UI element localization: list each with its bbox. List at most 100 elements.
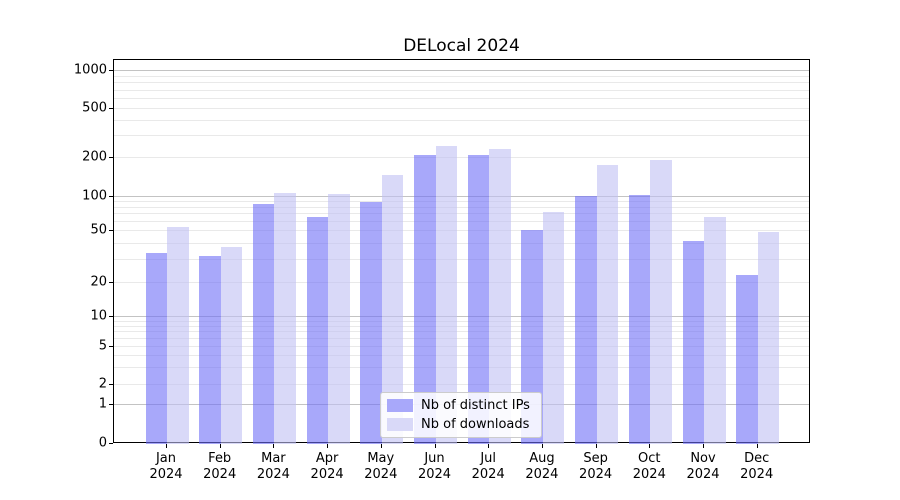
gridline-2 (114, 384, 809, 385)
y-tick-mark-5 (109, 346, 113, 347)
y-axis-label-200: 200 (82, 149, 107, 165)
gridline-300 (114, 135, 809, 137)
gridline-9 (114, 320, 809, 322)
x-tick-mark-jun (434, 444, 436, 448)
y-axis-label-500: 500 (82, 100, 107, 116)
gridline-200 (114, 157, 809, 158)
x-tick-mark-jan (166, 444, 167, 448)
y-axis-label-1: 1 (98, 396, 107, 412)
gridline-900 (114, 75, 809, 77)
bar-downloads-aug (542, 211, 565, 444)
y-tick-mark-1000 (109, 70, 113, 71)
legend-label-downloads: Nb of downloads (421, 417, 530, 432)
y-tick-mark-50 (109, 230, 113, 231)
x-tick-mark-dec (756, 444, 758, 448)
y-axis-label-2: 2 (98, 376, 107, 392)
bar-downloads-oct (650, 160, 672, 444)
x-tick-mark-oct (649, 444, 651, 448)
legend-item-downloads: Nb of downloads (387, 417, 535, 432)
gridline-60 (114, 221, 809, 223)
y-tick-mark-200 (109, 157, 113, 158)
y-axis-label-1000: 1000 (73, 62, 107, 78)
gridline-500 (114, 108, 809, 109)
x-axis-label-feb: Feb 2024 (203, 451, 237, 482)
bar-distinct-ips-feb (199, 256, 221, 444)
y-tick-mark-10 (109, 316, 113, 317)
bar-distinct-ips-apr (306, 217, 329, 444)
bar-downloads-dec (757, 232, 780, 444)
x-tick-mark-apr (327, 444, 329, 448)
x-axis-label-sep: Sep 2024 (579, 451, 613, 482)
bar-downloads-mar (274, 192, 296, 444)
gridline-700 (114, 89, 809, 91)
x-tick-mark-may (380, 444, 382, 448)
gridline-7 (114, 331, 809, 333)
gridline-8 (114, 325, 809, 327)
legend-label-distinct-ips: Nb of distinct IPs (421, 398, 530, 413)
bar-distinct-ips-nov (682, 240, 704, 444)
bar-distinct-ips-sep (575, 195, 597, 444)
bar-downloads-jan (167, 227, 189, 444)
gridline-20 (114, 282, 809, 283)
x-tick-mark-nov (703, 444, 704, 448)
gridline-100 (114, 196, 809, 197)
y-axis-label-100: 100 (82, 188, 107, 204)
x-axis-label-nov: Nov 2024 (686, 451, 720, 482)
y-axis-label-0: 0 (98, 435, 107, 451)
x-tick-mark-jul (488, 444, 490, 448)
x-tick-mark-mar (273, 444, 275, 448)
y-tick-mark-20 (109, 282, 113, 283)
plot-area (113, 59, 810, 444)
gridline-6 (114, 338, 809, 340)
gridline-70 (114, 213, 809, 215)
legend-swatch-downloads (387, 418, 413, 431)
bar-downloads-jun (435, 146, 457, 444)
y-tick-mark-1 (109, 404, 113, 405)
gridline-10 (114, 316, 809, 317)
gridline-400 (114, 119, 809, 121)
bar-downloads-nov (704, 217, 726, 444)
x-tick-mark-sep (595, 444, 597, 448)
bar-distinct-ips-jan (145, 252, 167, 444)
y-axis-label-5: 5 (98, 338, 107, 354)
x-axis-label-apr: Apr 2024 (310, 451, 344, 482)
bar-downloads-apr (328, 193, 350, 444)
bar-distinct-ips-jul (467, 155, 490, 444)
y-tick-mark-500 (109, 108, 113, 109)
bar-distinct-ips-oct (628, 194, 651, 444)
x-axis-label-dec: Dec 2024 (740, 451, 774, 482)
gridline-80 (114, 206, 809, 208)
gridline-50 (114, 230, 809, 231)
gridline-1000 (114, 70, 809, 71)
bar-downloads-feb (220, 246, 243, 444)
x-tick-mark-feb (219, 444, 221, 448)
gridline-30 (114, 258, 809, 260)
gridline-800 (114, 82, 809, 84)
bar-distinct-ips-dec (736, 275, 758, 444)
gridline-4 (114, 355, 809, 357)
legend: Nb of distinct IPs Nb of downloads (380, 392, 542, 438)
bar-distinct-ips-mar (252, 204, 275, 444)
x-axis-label-jul: Jul 2024 (471, 451, 505, 482)
bar-distinct-ips-aug (521, 230, 543, 444)
gridline-40 (114, 242, 809, 244)
legend-item-distinct-ips: Nb of distinct IPs (387, 398, 535, 413)
x-axis-label-jan: Jan 2024 (149, 451, 183, 482)
y-axis-label-10: 10 (90, 308, 107, 324)
bar-downloads-sep (596, 164, 619, 444)
y-tick-mark-0 (109, 443, 113, 444)
bar-distinct-ips-may (360, 202, 382, 444)
bar-downloads-may (381, 174, 404, 444)
x-axis-label-jun: Jun 2024 (417, 451, 452, 482)
x-axis-label-may: May 2024 (364, 451, 398, 482)
gridline-90 (114, 201, 809, 203)
gridline-3 (114, 367, 809, 369)
x-axis-label-mar: Mar 2024 (256, 451, 290, 482)
gridline-5 (114, 346, 809, 347)
x-axis-label-aug: Aug 2024 (525, 451, 559, 482)
x-axis-label-oct: Oct 2024 (632, 451, 666, 482)
x-tick-mark-aug (541, 444, 543, 448)
bar-distinct-ips-jun (414, 154, 436, 444)
chart-title: DELocal 2024 (403, 36, 520, 56)
